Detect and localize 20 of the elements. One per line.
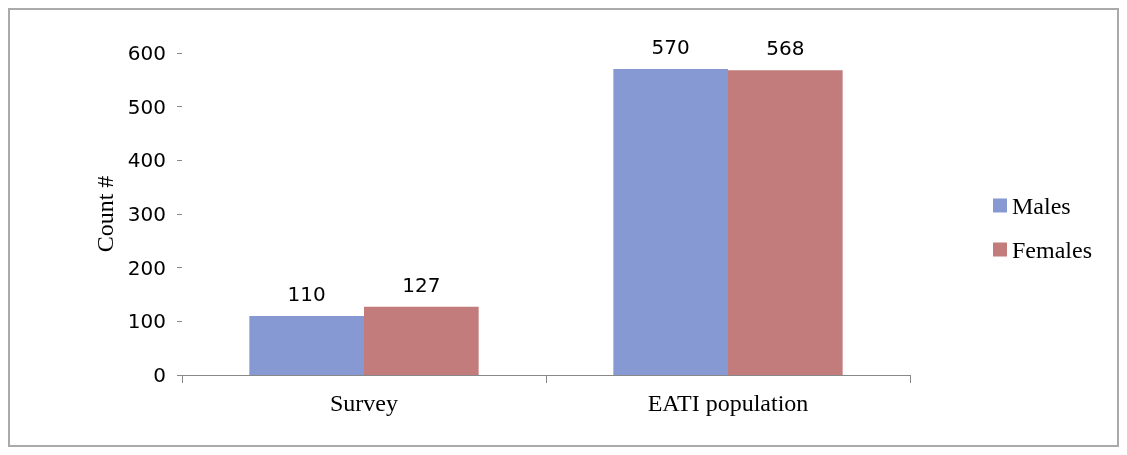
y-tick-label: 100	[127, 309, 166, 334]
y-tick-label: 300	[127, 202, 166, 226]
bar	[728, 70, 843, 375]
data-label: 570	[651, 35, 690, 60]
y-tick-label: 500	[127, 94, 166, 119]
bar	[613, 69, 728, 375]
x-tick-label: Survey	[330, 390, 398, 416]
y-tick-label: 600	[127, 41, 166, 65]
y-axis-title: Count #	[91, 175, 118, 253]
y-tick-label: 400	[127, 148, 166, 173]
legend-label: Females	[1012, 236, 1092, 263]
data-label: 568	[766, 36, 805, 61]
y-tick-label: 0	[153, 363, 166, 387]
bar	[249, 315, 364, 375]
legend-label: Males	[1012, 192, 1071, 219]
x-tick-label: EATI population	[647, 390, 809, 416]
y-tick-label: 200	[127, 255, 166, 280]
data-label: 110	[287, 281, 326, 306]
bar	[364, 306, 479, 375]
data-label: 127	[402, 272, 441, 297]
